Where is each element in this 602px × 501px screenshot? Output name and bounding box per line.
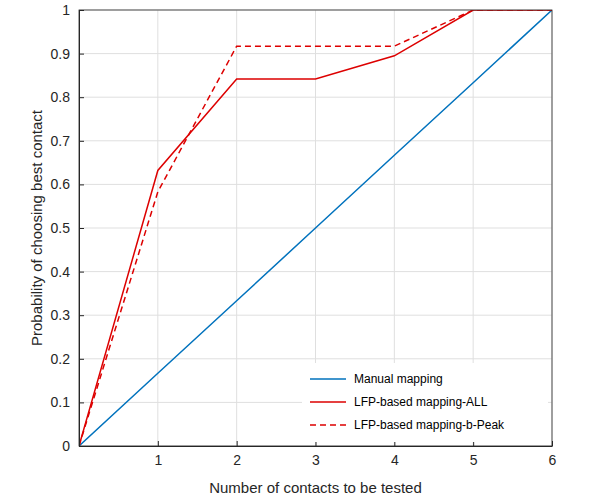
tick-label: 1	[154, 452, 162, 468]
tick-mark	[79, 54, 84, 55]
tick-mark	[79, 315, 84, 316]
legend-label: Manual mapping	[354, 372, 443, 386]
tick-mark	[79, 359, 84, 360]
legend-swatch	[310, 424, 346, 426]
y-axis-title: Probability of choosing best contact	[28, 109, 45, 346]
tick: 0.5	[51, 220, 84, 236]
series-line	[79, 10, 552, 446]
tick: 0.4	[51, 264, 84, 280]
legend-label: LFP-based mapping-b-Peak	[354, 418, 505, 432]
legend-swatch	[310, 378, 346, 380]
tick: 0.2	[51, 351, 84, 367]
tick: 0	[62, 438, 84, 454]
tick-mark	[79, 446, 84, 447]
lines	[79, 10, 552, 446]
tick: 1	[62, 2, 84, 18]
tick: 0.6	[51, 176, 84, 192]
legend-swatch	[310, 401, 346, 403]
plot-background	[79, 10, 552, 446]
tick-mark	[79, 141, 84, 142]
x-axis-title: Number of contacts to be tested	[209, 479, 422, 496]
tick-mark	[79, 184, 84, 185]
tick: 0.9	[51, 46, 84, 62]
tick-label: 0.2	[51, 351, 71, 367]
tick-mark	[158, 441, 159, 446]
tick-mark	[79, 10, 84, 11]
grid-line-y	[79, 97, 552, 98]
tick-label: 3	[312, 452, 320, 468]
tick-label: 2	[233, 452, 241, 468]
tick-label: 0.8	[51, 89, 71, 105]
tick-mark	[237, 441, 238, 446]
tick: 5	[470, 441, 478, 468]
tick: 0.7	[51, 133, 84, 149]
tick: 0.3	[51, 307, 84, 323]
tick: 0.8	[51, 89, 84, 105]
tick: 0.1	[51, 394, 84, 410]
axis-line	[80, 446, 553, 447]
plot-frame	[79, 10, 552, 446]
tick-label: 0.4	[51, 264, 71, 280]
series-line	[79, 10, 552, 446]
tick-mark	[79, 97, 84, 98]
tick: 6	[549, 441, 557, 468]
tick: 3	[312, 441, 320, 468]
grid-line-y	[79, 184, 552, 185]
tick-label: 0.5	[51, 220, 71, 236]
tick-label: 0.1	[51, 394, 71, 410]
tick-mark	[79, 402, 84, 403]
plot-area: 1 2 3 4 5 6 0 0.1 0.2 0.3 0.4 0.5 0.6 0.7 0.8 0.9 1 Manua…	[51, 2, 557, 468]
legend-background	[302, 363, 548, 442]
series-line	[79, 10, 552, 446]
grid-line-y	[79, 140, 552, 141]
tick-mark	[79, 272, 84, 273]
legend: Manual mapping LFP-based mapping-ALL LFP-b…	[302, 363, 548, 442]
grid	[79, 10, 552, 446]
grid-line-y	[79, 53, 552, 54]
grid-line-y	[79, 358, 552, 359]
tick: 4	[391, 441, 399, 468]
tick-label: 1	[62, 2, 70, 18]
tick: 2	[233, 441, 241, 468]
tick-label: 5	[470, 452, 478, 468]
tick-label: 6	[549, 452, 557, 468]
tick-label: 0.9	[51, 46, 71, 62]
y-axis: 0 0.1 0.2 0.3 0.4 0.5 0.6 0.7 0.8 0.9 1	[51, 2, 84, 454]
grid-line-y	[79, 315, 552, 316]
grid-line-y	[79, 271, 552, 272]
tick: 1	[154, 441, 162, 468]
tick-label: 0.3	[51, 307, 71, 323]
tick-mark	[552, 441, 553, 446]
legend-label: LFP-based mapping-ALL	[354, 395, 488, 409]
x-axis: 1 2 3 4 5 6	[80, 441, 557, 468]
tick-label: 0.6	[51, 176, 71, 192]
tick-mark	[79, 228, 84, 229]
tick-label: 0	[62, 438, 70, 454]
tick-label: 4	[391, 452, 399, 468]
chart: 1 2 3 4 5 6 0 0.1 0.2 0.3 0.4 0.5 0.6 0.7 0.8 0.9 1 Manua…	[0, 0, 602, 501]
tick-label: 0.7	[51, 133, 71, 149]
